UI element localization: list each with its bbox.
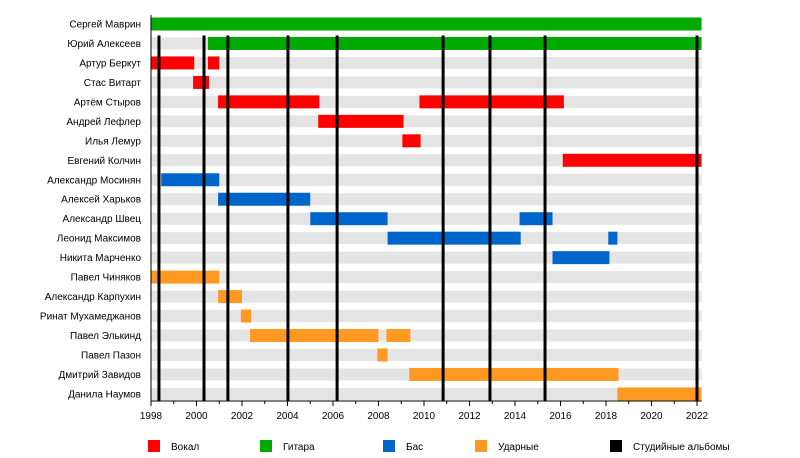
row-stripe	[151, 173, 702, 186]
member-bar-vocal	[419, 95, 564, 109]
x-tick-label: 2002	[231, 411, 254, 422]
x-tick-label: 1998	[140, 411, 163, 422]
member-bar-vocal	[218, 95, 320, 109]
legend-swatch-bass	[383, 440, 395, 452]
member-bar-drums	[377, 348, 388, 362]
member-bar-bass	[310, 212, 388, 226]
member-bar-vocal	[193, 75, 210, 89]
x-tick-label: 2014	[504, 411, 527, 422]
x-tick-label: 2012	[458, 411, 481, 422]
legend-label-albums: Студийные альбомы	[633, 441, 730, 453]
row-stripe	[151, 134, 702, 147]
member-label: Юрий Алексеев	[67, 39, 141, 50]
x-tick-label: 2020	[640, 411, 663, 422]
album-line	[157, 35, 161, 401]
member-bar-guitar	[207, 36, 702, 50]
member-bar-drums	[151, 270, 220, 284]
album-line	[488, 35, 492, 401]
x-tick-label: 2004	[276, 411, 299, 422]
album-line	[441, 35, 445, 401]
legend-label-drums: Ударные	[498, 442, 539, 453]
x-tick-label: 2018	[595, 411, 618, 422]
row-stripe	[151, 212, 702, 225]
member-label: Алексей Харьков	[61, 195, 141, 206]
row-stripe	[151, 310, 702, 323]
member-label: Дмитрий Завидов	[58, 370, 141, 381]
member-label: Леонид Максимов	[57, 234, 141, 245]
x-tick-label: 2016	[549, 411, 572, 422]
album-line	[202, 35, 206, 401]
member-label: Сергей Маврин	[69, 20, 141, 31]
member-label: Илья Лемур	[85, 136, 141, 147]
member-label: Евгений Колчин	[67, 156, 141, 167]
legend-label-vocal: Вокал	[171, 442, 199, 453]
member-bar-bass	[552, 251, 610, 265]
member-bar-bass	[161, 173, 220, 187]
member-label: Павел Пазон	[81, 350, 141, 361]
member-bar-guitar	[151, 17, 702, 31]
row-stripe	[151, 251, 702, 264]
album-line	[543, 35, 547, 401]
row-stripe	[151, 56, 702, 69]
member-bar-bass	[218, 192, 311, 206]
legend-label-bass: Бас	[406, 442, 423, 453]
member-bar-vocal	[562, 153, 702, 167]
legend-swatch-guitar	[260, 440, 272, 452]
member-bar-bass	[608, 231, 618, 245]
member-label: Павел Чиняков	[71, 273, 141, 284]
album-line	[335, 35, 339, 401]
member-label: Артур Беркут	[79, 58, 141, 69]
member-label: Александр Мосинян	[47, 175, 141, 186]
x-tick-label: 2010	[413, 411, 436, 422]
member-bar-vocal	[318, 114, 404, 128]
album-line	[286, 35, 290, 401]
legend-swatch-vocal	[148, 440, 160, 452]
legend-swatch-albums	[610, 440, 622, 452]
legend-swatch-drums	[475, 440, 487, 452]
member-bar-vocal	[402, 134, 421, 148]
member-label: Александр Карпухин	[45, 292, 141, 303]
member-label: Андрей Лефлер	[66, 116, 141, 128]
member-bar-drums	[617, 387, 702, 401]
member-bar-drums	[386, 329, 411, 343]
member-label: Павел Элькинд	[70, 331, 141, 342]
album-line	[695, 35, 699, 401]
member-bar-vocal	[207, 56, 220, 70]
legend-label-guitar: Гитара	[283, 442, 315, 453]
member-label: Стас Витарт	[84, 78, 142, 89]
member-bar-drums	[218, 290, 242, 304]
member-bar-drums	[240, 309, 252, 323]
x-tick-label: 2000	[185, 411, 208, 422]
member-bar-bass	[387, 231, 521, 245]
member-label: Данила Наумов	[68, 389, 141, 400]
row-stripe	[151, 76, 702, 89]
member-bar-vocal	[151, 56, 195, 70]
member-label: Никита Марченко	[60, 253, 142, 264]
member-label: Александр Швец	[63, 214, 142, 225]
row-stripe	[151, 115, 702, 128]
member-bar-drums	[409, 367, 619, 381]
x-tick-label: 2006	[322, 411, 345, 422]
member-label: Ринат Мухамеджанов	[40, 312, 141, 323]
member-bar-bass	[519, 212, 553, 226]
member-label: Артём Стыров	[74, 97, 141, 108]
x-tick-label: 2022	[686, 411, 709, 422]
row-stripe	[151, 271, 702, 284]
member-bar-drums	[249, 329, 379, 343]
album-line	[226, 35, 230, 401]
x-tick-label: 2008	[367, 411, 390, 422]
row-stripe	[151, 329, 702, 342]
row-stripe	[151, 348, 702, 361]
